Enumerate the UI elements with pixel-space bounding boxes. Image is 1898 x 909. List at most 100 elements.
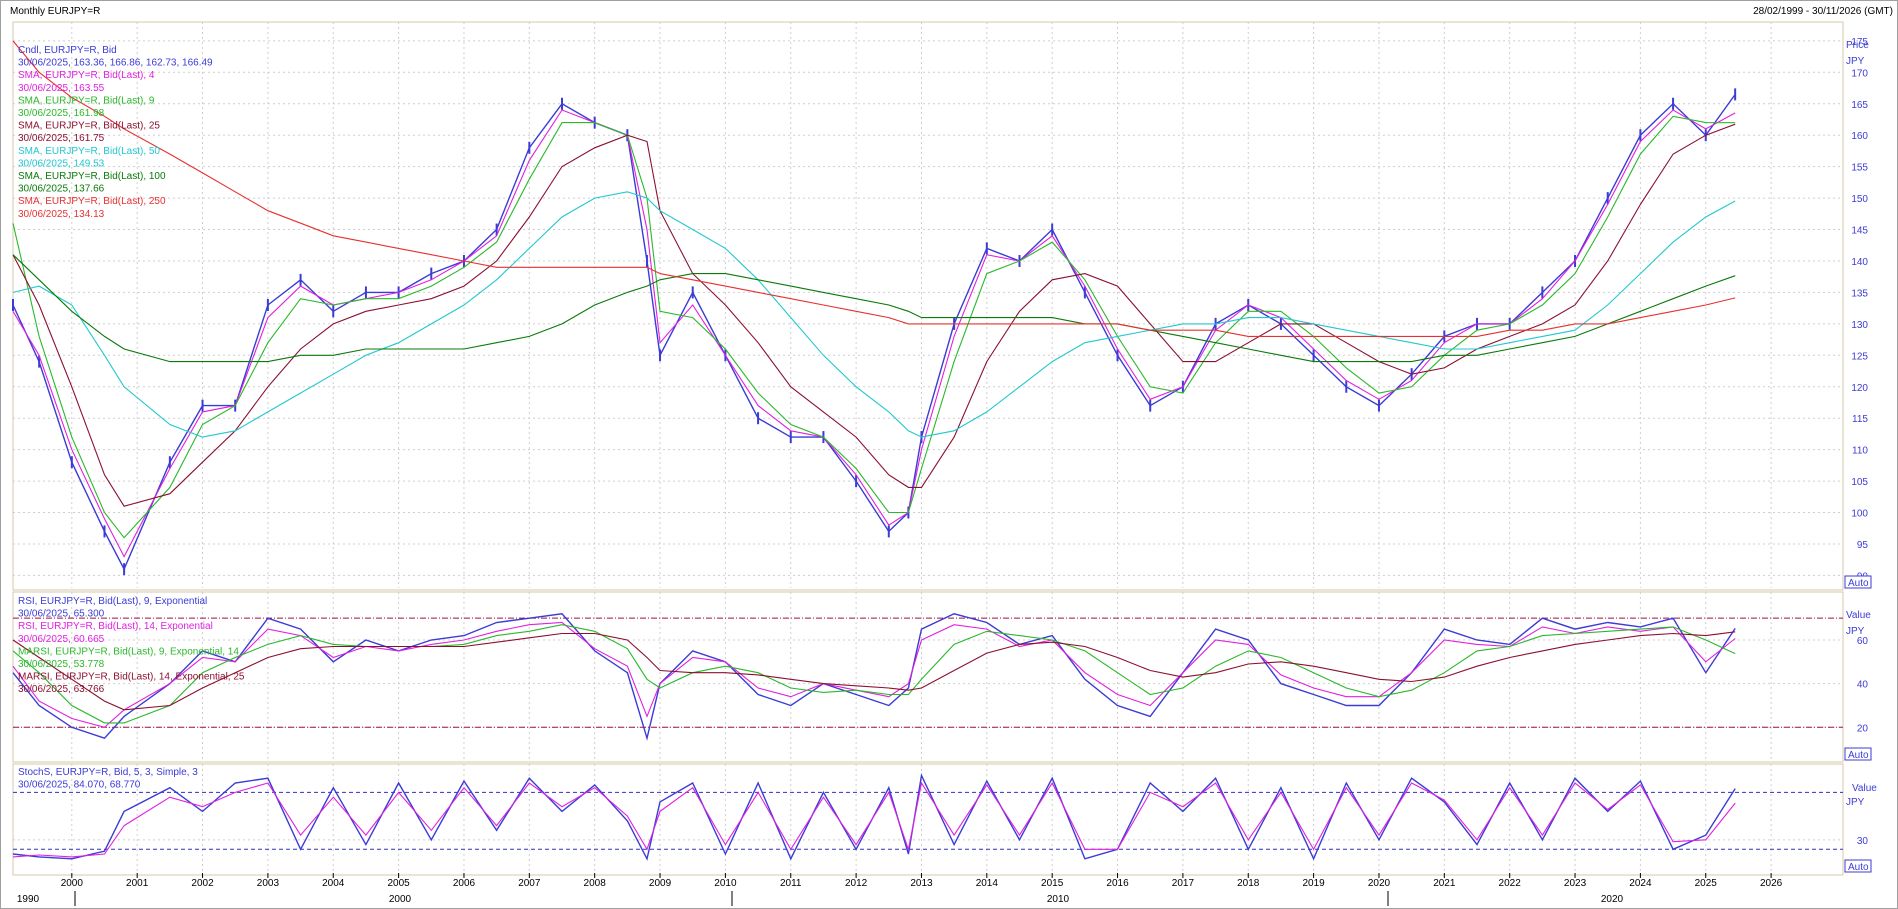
axis-tick-label: 170 (1851, 68, 1868, 79)
axis-tick-label: 140 (1851, 257, 1868, 268)
chart-title: Monthly EURJPY=R (10, 6, 100, 17)
axis-tick-label: 95 (1857, 540, 1869, 551)
year-label: 2017 (1172, 878, 1195, 889)
stoch-auto-button[interactable] (1844, 859, 1872, 873)
axis-tick-label: 160 (1851, 131, 1868, 142)
series-line (12, 781, 1736, 858)
stoch-panel[interactable]: StochS, EURJPY=R, Bid, 5, 3, Simple, 3 30… (12, 763, 1877, 876)
legend-entry: 30/06/2025, 163.36, 166.86, 162.73, 166.… (18, 58, 213, 69)
stoch-lines (12, 773, 1736, 861)
year-label: 2018 (1237, 878, 1260, 889)
legend-entry: 30/06/2025, 134.13 (18, 209, 105, 220)
legend-entry: MARSI, EURJPY=R, Bid(Last), 9, Exponenti… (18, 646, 239, 657)
year-label: 2008 (584, 878, 607, 889)
year-label: 2001 (126, 878, 149, 889)
price-auto-label: Auto (1848, 578, 1869, 589)
legend-entry: RSI, EURJPY=R, Bid(Last), 9, Exponential (18, 596, 207, 607)
stoch-auto-label: Auto (1848, 862, 1869, 873)
year-label: 2016 (1106, 878, 1129, 889)
rsi-legend: RSI, EURJPY=R, Bid(Last), 9, Exponential… (18, 596, 245, 695)
legend-entry: 30/06/2025, 161.75 (18, 133, 105, 144)
axis-tick-label: 125 (1851, 351, 1868, 362)
rsi-auto-label: Auto (1848, 750, 1869, 761)
rsi-panel[interactable]: RSI, EURJPY=R, Bid(Last), 9, Exponential… (12, 591, 1872, 763)
stoch-axis-label: Value (1852, 783, 1877, 794)
axis-tick-label: 130 (1851, 320, 1868, 331)
year-label: 2023 (1564, 878, 1587, 889)
legend-entry: SMA, EURJPY=R, Bid(Last), 9 (18, 95, 155, 106)
price-auto-button[interactable] (1844, 575, 1872, 589)
rsi-axis-unit: JPY (1846, 626, 1865, 637)
series-line (12, 40, 1736, 337)
decade-label: 2000 (389, 894, 412, 905)
legend-entry: MARSI, EURJPY=R, Bid(Last), 14, Exponent… (18, 672, 245, 683)
legend-entry: SMA, EURJPY=R, Bid(Last), 4 (18, 70, 155, 81)
series-line (12, 613, 1736, 741)
series-line (12, 93, 1736, 571)
year-label: 2022 (1499, 878, 1522, 889)
year-label: 2024 (1629, 878, 1652, 889)
year-label: 2002 (191, 878, 214, 889)
legend-entry: SMA, EURJPY=R, Bid(Last), 250 (18, 196, 166, 207)
rsi-panel-border (12, 591, 1844, 763)
stoch-axis-ticks: 30 (1857, 836, 1869, 847)
axis-tick-label: 175 (1851, 37, 1868, 48)
axis-tick-label: 150 (1851, 194, 1868, 205)
axis-tick-label: 135 (1851, 288, 1868, 299)
legend-entry: 30/06/2025, 163.55 (18, 83, 105, 94)
stoch-axis-unit: JPY (1846, 797, 1865, 808)
legend-entry: 30/06/2025, 149.53 (18, 158, 105, 169)
chart-date-range: 28/02/1999 - 30/11/2026 (GMT) (1753, 6, 1893, 17)
series-line (12, 621, 1736, 728)
series-line (12, 115, 1736, 539)
year-label: 2012 (845, 878, 868, 889)
year-label: 2020 (1368, 878, 1391, 889)
year-label: 2003 (257, 878, 280, 889)
price-axis-label: Price (1846, 40, 1869, 51)
stoch-panel-border (12, 763, 1844, 876)
year-label: 2004 (322, 878, 345, 889)
legend-entry: 30/06/2025, 84.070, 68.770 (18, 780, 141, 791)
year-label: 2010 (714, 878, 737, 889)
series-line (12, 109, 1736, 558)
year-label: 2009 (649, 878, 672, 889)
legend-entry: StochS, EURJPY=R, Bid, 5, 3, Simple, 3 (18, 767, 198, 778)
price-panel[interactable]: Cndl, EURJPY=R, Bid 30/06/2025, 163.36, 1… (12, 21, 1872, 591)
price-legend: Cndl, EURJPY=R, Bid 30/06/2025, 163.36, 1… (18, 45, 213, 220)
year-label: 2005 (387, 878, 410, 889)
rsi-auto-button[interactable] (1844, 747, 1872, 761)
legend-entry: 30/06/2025, 137.66 (18, 184, 105, 195)
axis-tick-label: 105 (1851, 477, 1868, 488)
rsi-lines (12, 613, 1736, 741)
axis-tick-label: 120 (1851, 383, 1868, 394)
legend-entry: Cndl, EURJPY=R, Bid (18, 45, 117, 56)
axis-tick-label: 60 (1857, 636, 1869, 647)
price-axis-unit: JPY (1846, 56, 1865, 67)
time-axis: 2000 2001 2002 2003 2004 2005 2006 2007 2008 2009… (17, 873, 1783, 906)
series-line (12, 123, 1736, 507)
decade-label: 2020 (1601, 894, 1624, 905)
axis-tick-label: 20 (1857, 723, 1869, 734)
axis-tick-label: 100 (1851, 509, 1868, 520)
axis-tick-label: 115 (1852, 414, 1868, 425)
year-label: 2006 (453, 878, 476, 889)
year-label: 2011 (780, 878, 802, 889)
axis-tick-label: 155 (1851, 163, 1868, 174)
legend-entry: 30/06/2025, 63.766 (18, 684, 105, 695)
year-label: 2015 (1041, 878, 1064, 889)
year-label: 2007 (518, 878, 541, 889)
stoch-legend: StochS, EURJPY=R, Bid, 5, 3, Simple, 3 30… (18, 767, 198, 791)
year-label: 2013 (910, 878, 933, 889)
legend-entry: SMA, EURJPY=R, Bid(Last), 25 (18, 121, 160, 132)
axis-tick-label: 110 (1852, 446, 1868, 457)
legend-entry: 30/06/2025, 65.300 (18, 609, 105, 620)
stoch-grid (13, 764, 1843, 873)
year-label: 2021 (1433, 878, 1456, 889)
series-line (12, 631, 1736, 711)
axis-tick-label: 145 (1851, 226, 1868, 237)
series-line (12, 254, 1736, 363)
year-label: 2000 (61, 878, 84, 889)
year-label: 2025 (1695, 878, 1718, 889)
legend-entry: SMA, EURJPY=R, Bid(Last), 100 (18, 171, 166, 182)
